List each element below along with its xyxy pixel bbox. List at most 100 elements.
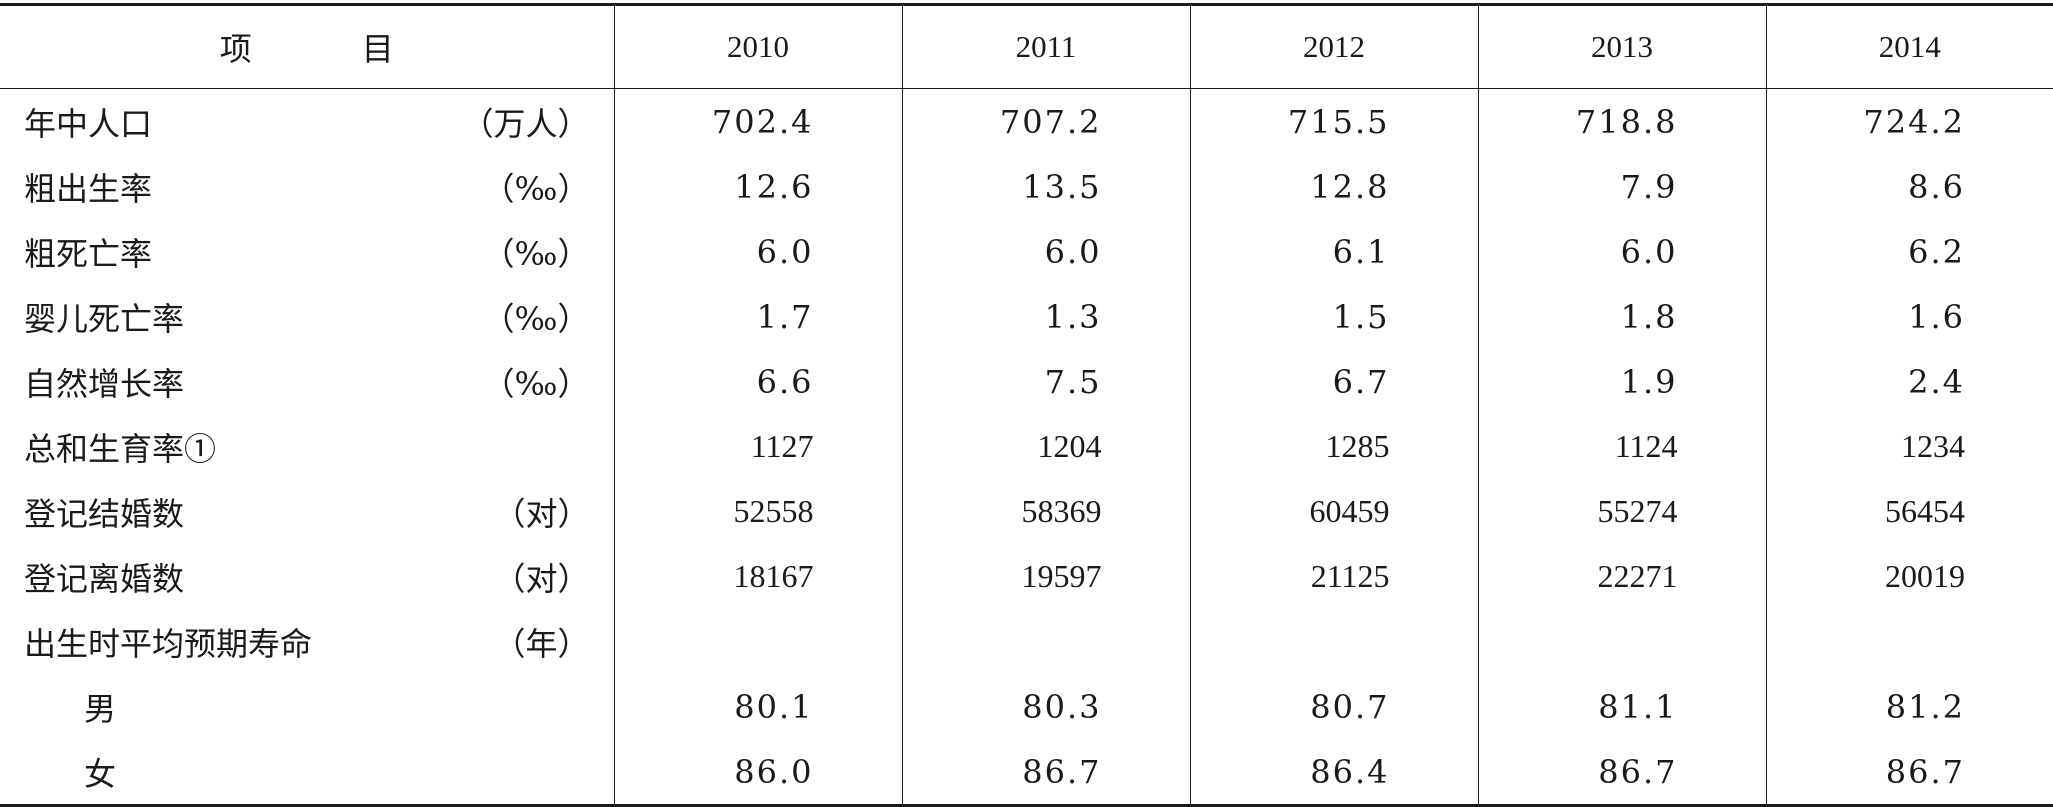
value-cell: 6.1 xyxy=(1189,219,1478,284)
value-cell xyxy=(1477,609,1766,674)
table-row: 婴儿死亡率 （‰） 1.7 1.3 1.5 1.8 1.6 xyxy=(0,284,2053,349)
value-cell: 7.5 xyxy=(901,349,1190,414)
value-cell: 715.5 xyxy=(1189,88,1478,154)
table-row: 粗死亡率 （‰） 6.0 6.0 6.1 6.0 6.2 xyxy=(0,219,2053,284)
row-label: 自然增长率 xyxy=(24,364,185,403)
value-cell: 55274 xyxy=(1477,479,1766,544)
value-cell: 60459 xyxy=(1189,479,1478,544)
value-cell: 86.7 xyxy=(901,739,1190,806)
row-label-cell: 粗死亡率 （‰） xyxy=(0,219,614,284)
table-row: 女 86.0 86.7 86.4 86.7 86.7 xyxy=(0,739,2053,806)
row-unit: （对） xyxy=(493,494,590,533)
value-cell: 718.8 xyxy=(1477,88,1766,154)
row-label-cell: 粗出生率 （‰） xyxy=(0,154,614,219)
value-cell: 12.8 xyxy=(1189,154,1478,219)
table-row: 男 80.1 80.3 80.7 81.1 81.2 xyxy=(0,674,2053,739)
value-cell: 56454 xyxy=(1765,479,2053,544)
value-cell: 18167 xyxy=(613,544,902,609)
table-row: 粗出生率 （‰） 12.6 13.5 12.8 7.9 8.6 xyxy=(0,154,2053,219)
row-label-cell: 出生时平均预期寿命 （年） xyxy=(0,609,614,674)
table-row: 登记结婚数 （对） 52558 58369 60459 55274 56454 xyxy=(0,479,2053,544)
row-label: 女 xyxy=(84,754,117,793)
row-label-cell: 总和生育率① xyxy=(0,414,614,479)
table-body: 年中人口 （万人） 702.4 707.2 715.5 718.8 724.2 … xyxy=(0,88,2053,806)
header-year-2010: 2010 xyxy=(613,4,902,89)
value-cell: 1127 xyxy=(613,414,902,479)
row-label-cell: 登记离婚数 （对） xyxy=(0,544,614,609)
value-cell: 81.1 xyxy=(1477,674,1766,739)
value-cell: 80.7 xyxy=(1189,674,1478,739)
row-label: 粗出生率 xyxy=(24,169,153,208)
value-cell: 1.3 xyxy=(901,284,1190,349)
value-cell: 7.9 xyxy=(1477,154,1766,219)
value-cell: 702.4 xyxy=(613,88,902,154)
value-cell: 6.0 xyxy=(901,219,1190,284)
value-cell: 6.2 xyxy=(1765,219,2053,284)
row-label-cell: 自然增长率 （‰） xyxy=(0,349,614,414)
value-cell: 6.0 xyxy=(1477,219,1766,284)
row-unit: （万人） xyxy=(461,104,590,143)
value-cell xyxy=(901,609,1190,674)
value-cell: 1.6 xyxy=(1765,284,2053,349)
value-cell: 1.7 xyxy=(613,284,902,349)
value-cell: 724.2 xyxy=(1765,88,2053,154)
value-cell: 1.8 xyxy=(1477,284,1766,349)
table-row: 出生时平均预期寿命 （年） xyxy=(0,609,2053,674)
row-label: 登记结婚数 xyxy=(24,494,185,533)
header-year-2014: 2014 xyxy=(1765,4,2053,89)
row-label: 出生时平均预期寿命 xyxy=(24,624,313,663)
row-unit: （对） xyxy=(493,559,590,598)
row-unit: （‰） xyxy=(482,299,590,338)
row-label: 粗死亡率 xyxy=(24,234,153,273)
row-unit: （年） xyxy=(493,624,590,663)
row-label-cell: 婴儿死亡率 （‰） xyxy=(0,284,614,349)
row-label: 年中人口 xyxy=(24,104,153,143)
value-cell: 13.5 xyxy=(901,154,1190,219)
row-label-cell: 年中人口 （万人） xyxy=(0,89,614,155)
row-label: 婴儿死亡率 xyxy=(24,299,185,338)
value-cell: 81.2 xyxy=(1765,674,2053,739)
value-cell: 86.0 xyxy=(613,739,902,806)
value-cell: 20019 xyxy=(1765,544,2053,609)
value-cell: 6.6 xyxy=(613,349,902,414)
row-label: 总和生育率① xyxy=(24,429,217,468)
row-label-cell: 男 xyxy=(0,674,614,739)
value-cell: 22271 xyxy=(1477,544,1766,609)
value-cell: 1285 xyxy=(1189,414,1478,479)
table-row: 总和生育率① 1127 1204 1285 1124 1234 xyxy=(0,414,2053,479)
value-cell: 19597 xyxy=(901,544,1190,609)
table-header: 项目 2010 2011 2012 2013 2014 xyxy=(0,4,2053,89)
header-year-2013: 2013 xyxy=(1477,4,1766,89)
table-row: 自然增长率 （‰） 6.6 7.5 6.7 1.9 2.4 xyxy=(0,349,2053,414)
row-label-cell: 女 xyxy=(0,739,614,806)
value-cell: 707.2 xyxy=(901,88,1190,154)
row-label: 登记离婚数 xyxy=(24,559,185,598)
value-cell: 1234 xyxy=(1765,414,2053,479)
value-cell: 80.1 xyxy=(613,674,902,739)
value-cell: 1.9 xyxy=(1477,349,1766,414)
value-cell xyxy=(613,609,902,674)
statistics-table: 项目 2010 2011 2012 2013 2014 年中人口 （万人） 70… xyxy=(0,3,2053,807)
value-cell xyxy=(1765,609,2053,674)
value-cell: 86.7 xyxy=(1477,739,1766,806)
value-cell: 58369 xyxy=(901,479,1190,544)
value-cell: 12.6 xyxy=(613,154,902,219)
value-cell: 1124 xyxy=(1477,414,1766,479)
value-cell: 21125 xyxy=(1189,544,1478,609)
value-cell xyxy=(1189,609,1478,674)
value-cell: 86.7 xyxy=(1765,739,2053,806)
row-unit: （‰） xyxy=(482,234,590,273)
table-row: 登记离婚数 （对） 18167 19597 21125 22271 20019 xyxy=(0,544,2053,609)
value-cell: 1.5 xyxy=(1189,284,1478,349)
value-cell: 1204 xyxy=(901,414,1190,479)
header-year-2011: 2011 xyxy=(901,4,1190,89)
value-cell: 52558 xyxy=(613,479,902,544)
value-cell: 80.3 xyxy=(901,674,1190,739)
row-unit: （‰） xyxy=(482,169,590,208)
value-cell: 86.4 xyxy=(1189,739,1478,806)
table-row: 年中人口 （万人） 702.4 707.2 715.5 718.8 724.2 xyxy=(0,88,2053,155)
header-row: 项目 2010 2011 2012 2013 2014 xyxy=(0,4,2053,89)
row-label-cell: 登记结婚数 （对） xyxy=(0,479,614,544)
header-item: 项目 xyxy=(0,4,614,89)
value-cell: 6.7 xyxy=(1189,349,1478,414)
